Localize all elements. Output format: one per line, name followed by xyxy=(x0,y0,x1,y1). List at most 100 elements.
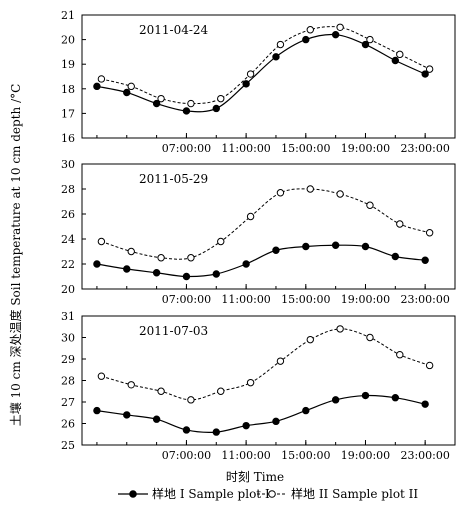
data-point-plot-1 xyxy=(212,270,220,278)
data-point-plot-2 xyxy=(157,387,165,395)
data-point-plot-2 xyxy=(187,99,195,108)
y-tick-label: 30 xyxy=(61,332,75,345)
series-line-plot-2 xyxy=(101,328,430,401)
y-tick-label: 20 xyxy=(61,283,75,296)
data-point-plot-2 xyxy=(127,247,135,256)
legend: 样地 I Sample plot I 样地 II Sample plot II xyxy=(118,486,418,501)
data-point-plot-2 xyxy=(276,189,285,197)
data-point-plot-2 xyxy=(97,75,106,83)
data-point-plot-1 xyxy=(391,394,400,402)
data-point-plot-2 xyxy=(157,94,165,103)
data-point-plot-1 xyxy=(93,260,101,268)
data-point-plot-1 xyxy=(421,70,429,78)
data-point-plot-1 xyxy=(152,415,161,423)
data-point-plot-2 xyxy=(217,94,225,103)
data-point-plot-1 xyxy=(212,428,220,436)
panel-frame xyxy=(81,14,456,139)
y-tick-label: 21 xyxy=(61,9,75,22)
data-point-plot-2 xyxy=(97,372,106,380)
data-point-plot-2 xyxy=(425,229,434,237)
data-point-plot-1 xyxy=(182,426,191,434)
y-tick-label: 19 xyxy=(61,58,75,71)
data-point-plot-2 xyxy=(246,70,255,78)
data-point-plot-2 xyxy=(306,335,314,344)
data-point-plot-2 xyxy=(396,220,404,228)
series-line-plot-2 xyxy=(101,188,430,260)
data-point-plot-2 xyxy=(157,254,165,262)
y-tick-label: 24 xyxy=(61,233,75,246)
legend-label-plot-1: 样地 I Sample plot I xyxy=(152,486,270,501)
y-tick-label: 28 xyxy=(61,375,75,388)
data-point-plot-2 xyxy=(336,190,344,198)
y-tick-label: 18 xyxy=(61,83,75,96)
y-tick-label: 29 xyxy=(61,353,75,366)
x-tick-label: 07:00:00 xyxy=(162,142,211,155)
x-tick-label: 19:00:00 xyxy=(341,142,390,155)
data-point-plot-1 xyxy=(182,107,191,115)
data-point-plot-1 xyxy=(123,88,131,97)
data-point-plot-1 xyxy=(421,400,429,408)
data-point-plot-2 xyxy=(217,387,225,395)
x-tick-label: 07:00:00 xyxy=(162,293,211,306)
data-point-plot-2 xyxy=(336,325,344,333)
data-point-plot-2 xyxy=(396,50,404,59)
data-point-plot-2 xyxy=(246,212,255,221)
data-point-plot-1 xyxy=(123,265,131,273)
x-tick-label: 07:00:00 xyxy=(162,449,211,462)
x-tick-label: 19:00:00 xyxy=(341,449,390,462)
data-point-plot-1 xyxy=(93,82,101,91)
y-tick-label: 16 xyxy=(61,132,75,145)
y-tick-label: 17 xyxy=(61,107,75,120)
panel-frame xyxy=(81,315,456,446)
data-point-plot-1 xyxy=(331,396,340,404)
data-point-plot-1 xyxy=(182,272,191,281)
data-point-plot-2 xyxy=(276,357,285,365)
x-tick-label: 23:00:00 xyxy=(400,293,449,306)
panel-date-label: 2011-07-03 xyxy=(139,324,208,338)
panel-date-label: 2011-05-29 xyxy=(139,172,208,186)
legend-marker-plot-1 xyxy=(129,490,137,498)
x-tick-label: 15:00:00 xyxy=(281,449,330,462)
chart-panels: 16 17 18 19 20 21 07:00:00 11:00:00 15:00:00 19:0… xyxy=(61,9,456,462)
data-point-plot-2 xyxy=(396,351,404,359)
data-point-plot-1 xyxy=(302,406,310,415)
data-point-plot-2 xyxy=(276,40,285,49)
x-tick-label: 15:00:00 xyxy=(281,293,330,306)
data-point-plot-2 xyxy=(366,333,374,342)
data-point-plot-2 xyxy=(246,378,255,387)
y-tick-label: 26 xyxy=(61,208,75,221)
data-point-plot-1 xyxy=(272,53,280,61)
x-tick-label: 23:00:00 xyxy=(400,449,449,462)
data-point-plot-2 xyxy=(127,82,135,91)
panel-date-label: 2011-04-24 xyxy=(139,23,209,37)
x-tick-label: 15:00:00 xyxy=(281,142,330,155)
data-point-plot-1 xyxy=(421,256,429,264)
legend-label-plot-2: 样地 II Sample plot II xyxy=(291,486,418,501)
data-point-plot-1 xyxy=(242,80,250,88)
y-tick-label: 22 xyxy=(61,258,75,271)
y-tick-label: 27 xyxy=(61,396,75,409)
y-tick-label: 20 xyxy=(61,34,75,47)
data-point-plot-1 xyxy=(242,421,250,430)
data-point-plot-1 xyxy=(361,391,370,400)
data-point-plot-1 xyxy=(302,35,310,44)
y-tick-label: 25 xyxy=(61,439,75,452)
data-point-plot-2 xyxy=(306,185,314,193)
data-point-plot-2 xyxy=(366,201,374,209)
y-tick-label: 30 xyxy=(61,158,75,171)
data-point-plot-2 xyxy=(336,23,344,31)
x-axis-label: 时刻 Time xyxy=(226,470,284,484)
data-point-plot-1 xyxy=(391,56,400,65)
x-tick-label: 19:00:00 xyxy=(341,293,390,306)
data-point-plot-2 xyxy=(366,35,374,44)
data-point-plot-1 xyxy=(272,246,280,254)
x-tick-label: 23:00:00 xyxy=(400,142,449,155)
panel-frame xyxy=(81,163,456,290)
legend-marker-plot-2 xyxy=(268,490,276,498)
panel-2: 20 22 24 26 28 30 07:00:00 11:00:00 15:00:00 19:0… xyxy=(61,158,456,306)
data-point-plot-2 xyxy=(127,381,135,389)
data-point-plot-2 xyxy=(306,26,314,34)
y-tick-label: 31 xyxy=(61,310,75,323)
y-tick-label: 28 xyxy=(61,183,75,196)
